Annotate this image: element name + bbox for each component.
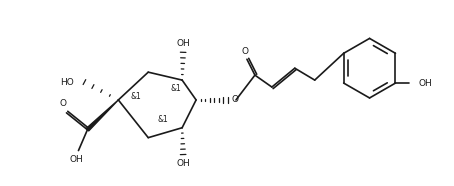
Text: &1: &1 [158,115,168,124]
Text: OH: OH [419,78,432,88]
Text: OH: OH [176,39,190,48]
Text: OH: OH [176,159,190,168]
Text: O: O [59,100,66,108]
Text: OH: OH [69,155,84,164]
Text: O: O [232,95,238,105]
Text: &1: &1 [131,92,142,102]
Text: HO: HO [60,78,74,86]
Polygon shape [86,100,118,131]
Text: &1: &1 [171,84,182,93]
Text: O: O [242,47,248,56]
